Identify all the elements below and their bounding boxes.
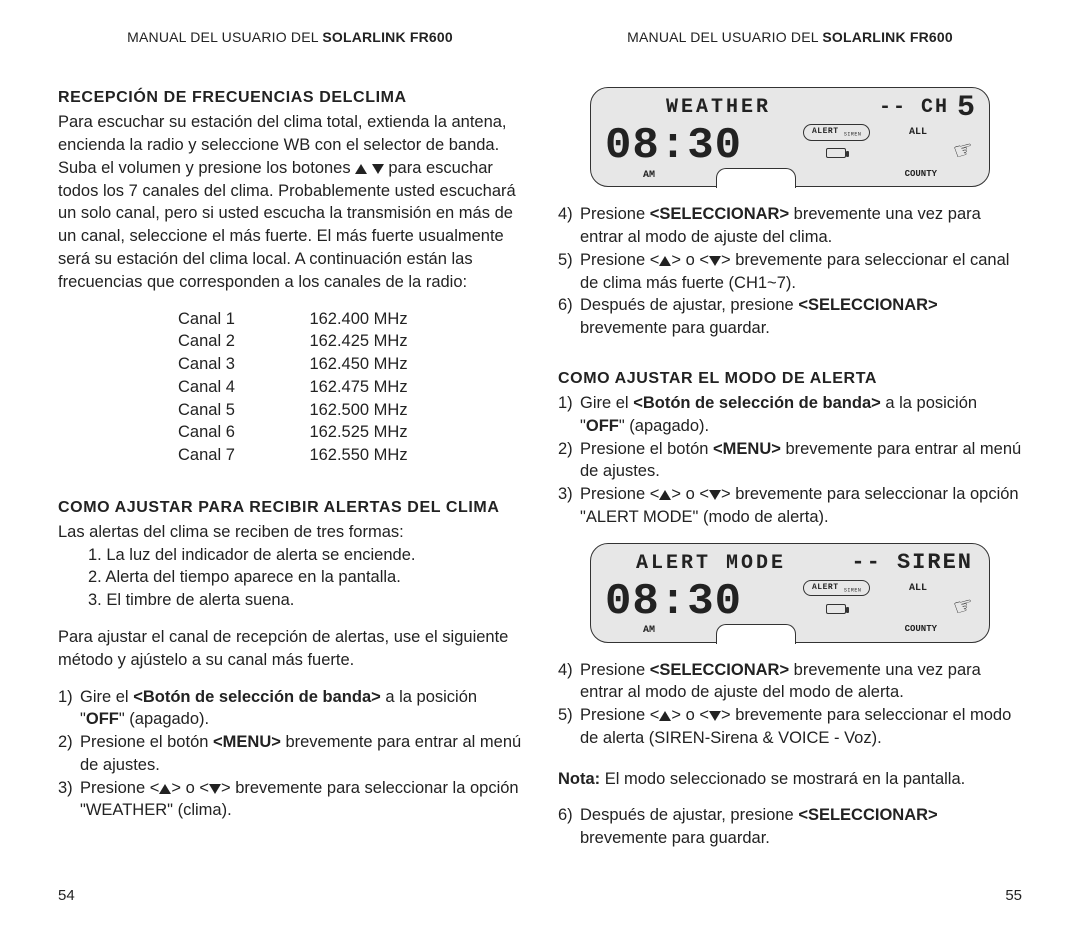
lcd-right-label: -- SIREN <box>851 548 973 578</box>
section1-title: RECEPCIÓN DE FRECUENCIAS DELCLIMA <box>58 87 522 109</box>
section2-steps: 1)Gire el <Botón de selección de banda> … <box>58 686 522 823</box>
lcd-all-label: ALL <box>909 582 927 596</box>
section2-para2: Para ajustar el canal de recepción de al… <box>58 626 522 672</box>
header-prefix: MANUAL DEL USUARIO DEL <box>627 29 822 45</box>
note: Nota: El modo seleccionado se mostrará e… <box>558 768 1022 791</box>
section3-steps-c: 6)Después de ajustar, presione <SELECCIO… <box>558 804 1022 850</box>
header-prefix: MANUAL DEL USUARIO DEL <box>127 29 322 45</box>
lcd-alertmode-display: ALERT MODE -- SIREN 08:30 AM ALERT SIREN… <box>590 543 990 643</box>
lcd-ampm: AM <box>643 169 655 183</box>
step-6: 6)Después de ajustar, presione <SELECCIO… <box>558 804 1022 850</box>
table-row: Canal 2162.425 MHz <box>178 330 522 353</box>
header-product: SOLARLINK FR600 <box>822 29 953 45</box>
table-row: Canal 1162.400 MHz <box>178 308 522 331</box>
step-1: 1)Gire el <Botón de selección de banda> … <box>558 392 1022 438</box>
list-item: 1. La luz del indicador de alerta se enc… <box>88 544 522 567</box>
section1-para: Para escuchar su estación del clima tota… <box>58 111 522 293</box>
lcd-ch-label: -- CH <box>879 94 949 122</box>
lcd-notch <box>716 168 796 188</box>
section2-title: COMO AJUSTAR PARA RECIBIR ALERTAS DEL CL… <box>58 497 522 519</box>
step-2: 2)Presione el botón <MENU> brevemente pa… <box>58 731 522 777</box>
header-right: MANUAL DEL USUARIO DEL SOLARLINK FR600 <box>558 28 1022 47</box>
pointing-hand-icon: ☞ <box>951 588 977 630</box>
step-5: 5)Presione <> o <> brevemente para selec… <box>558 249 1022 295</box>
lcd-ampm: AM <box>643 624 655 638</box>
list-item: 2. Alerta del tiempo aparece en la panta… <box>88 566 522 589</box>
lcd-all-label: ALL <box>909 126 927 140</box>
pointing-hand-icon: ☞ <box>951 133 977 175</box>
page-left: MANUAL DEL USUARIO DEL SOLARLINK FR600 R… <box>40 28 540 905</box>
step-4: 4)Presione <SELECCIONAR> brevemente una … <box>558 659 1022 705</box>
section3-steps-a: 1)Gire el <Botón de selección de banda> … <box>558 392 1022 529</box>
up-triangle-icon <box>659 256 671 266</box>
up-triangle-icon <box>159 784 171 794</box>
up-triangle-icon <box>659 711 671 721</box>
battery-icon <box>826 604 846 614</box>
step-2: 2)Presione el botón <MENU> brevemente pa… <box>558 438 1022 484</box>
lcd-weather-display: WEATHER -- CH 5 08:30 AM ALERT SIREN ALL… <box>590 87 990 187</box>
page-number-right: 55 <box>1005 886 1022 907</box>
section1-text-b: para escuchar todos los 7 canales del cl… <box>58 159 516 291</box>
lcd-ch-number: 5 <box>957 88 975 129</box>
list-item: 3. El timbre de alerta suena. <box>88 589 522 612</box>
alert-forms-list: 1. La luz del indicador de alerta se enc… <box>88 544 522 612</box>
down-triangle-icon <box>709 711 721 721</box>
down-triangle-icon <box>709 490 721 500</box>
lcd-county-label: COUNTY <box>905 168 937 180</box>
step-5: 5)Presione <> o <> brevemente para selec… <box>558 704 1022 750</box>
table-row: Canal 4162.475 MHz <box>178 376 522 399</box>
header-left: MANUAL DEL USUARIO DEL SOLARLINK FR600 <box>58 28 522 47</box>
lcd-notch <box>716 624 796 644</box>
up-triangle-icon <box>355 164 367 174</box>
step-3: 3)Presione <> o <> brevemente para selec… <box>58 777 522 823</box>
table-row: Canal 5162.500 MHz <box>178 399 522 422</box>
up-triangle-icon <box>659 490 671 500</box>
lcd-alert-badge: ALERT SIREN <box>803 580 870 596</box>
table-row: Canal 6162.525 MHz <box>178 421 522 444</box>
battery-icon <box>826 148 846 158</box>
step-4: 4)Presione <SELECCIONAR> brevemente una … <box>558 203 1022 249</box>
section2-intro: Las alertas del clima se reciben de tres… <box>58 521 522 544</box>
step-1: 1)Gire el <Botón de selección de banda> … <box>58 686 522 732</box>
down-triangle-icon <box>709 256 721 266</box>
section3-steps-b: 4)Presione <SELECCIONAR> brevemente una … <box>558 659 1022 750</box>
down-triangle-icon <box>209 784 221 794</box>
table-row: Canal 3162.450 MHz <box>178 353 522 376</box>
page-right: MANUAL DEL USUARIO DEL SOLARLINK FR600 W… <box>540 28 1040 905</box>
frequency-table: Canal 1162.400 MHz Canal 2162.425 MHz Ca… <box>178 308 522 467</box>
section3-title: COMO AJUSTAR EL MODO DE ALERTA <box>558 368 1022 390</box>
step-3: 3)Presione <> o <> brevemente para selec… <box>558 483 1022 529</box>
page-number-left: 54 <box>58 886 75 907</box>
down-triangle-icon <box>372 164 384 174</box>
lcd-time: 08:30 <box>605 572 742 633</box>
step-6: 6)Después de ajustar, presione <SELECCIO… <box>558 294 1022 340</box>
weather-followup-steps: 4)Presione <SELECCIONAR> brevemente una … <box>558 203 1022 340</box>
lcd-county-label: COUNTY <box>905 623 937 635</box>
header-product: SOLARLINK FR600 <box>322 29 453 45</box>
table-row: Canal 7162.550 MHz <box>178 444 522 467</box>
lcd-alert-badge: ALERT SIREN <box>803 124 870 140</box>
